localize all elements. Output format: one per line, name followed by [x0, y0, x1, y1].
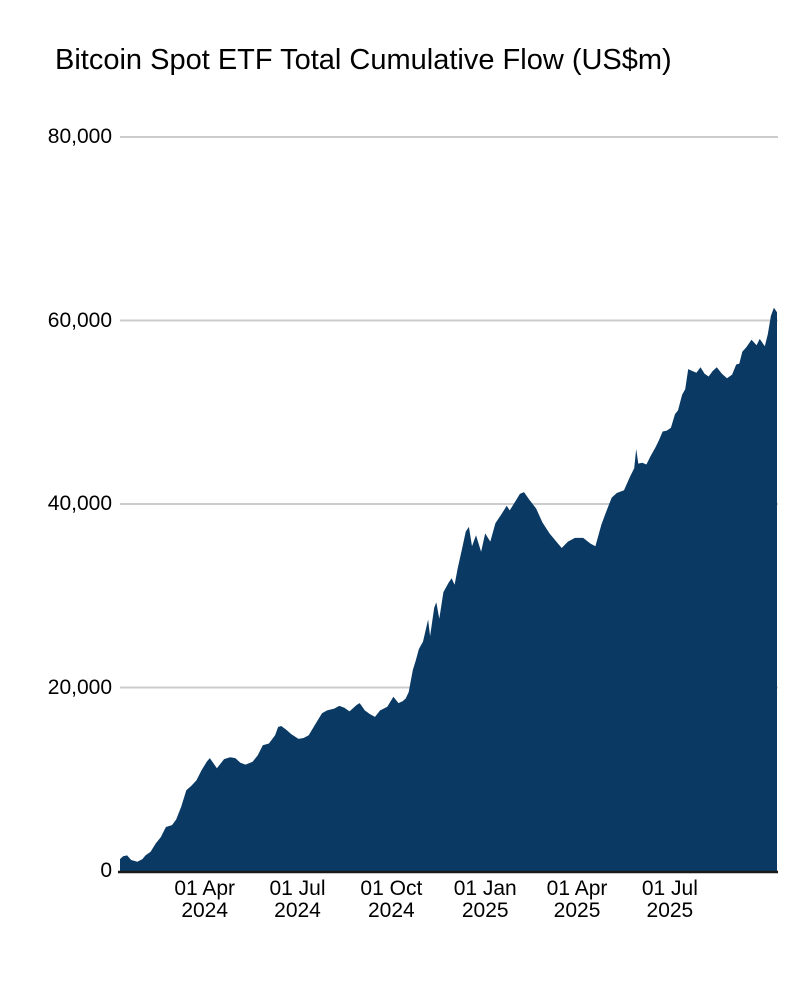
x-tick-label-line2: 2025: [553, 899, 601, 922]
x-tick-label: 01 Apr 2024: [135, 878, 275, 922]
x-tick-label-line1: 01 Jul: [269, 877, 326, 900]
cumulative-flow-area-series: [120, 307, 777, 871]
x-tick-label: 01 Jan 2025: [415, 878, 555, 922]
chart-title: Bitcoin Spot ETF Total Cumulative Flow (…: [55, 44, 672, 76]
y-tick-label: 0: [100, 859, 112, 882]
y-tick-label: 60,000: [47, 308, 112, 332]
x-tick-label-line1: 01 Jul: [641, 877, 698, 900]
x-tick-label: 01 Jul 2024: [228, 878, 368, 922]
x-tick-label-line1: 01 Oct: [360, 877, 423, 900]
x-tick-label-line1: 01 Apr: [174, 877, 236, 900]
x-tick-label: 01 Oct 2024: [321, 878, 461, 922]
x-tick-label: 01 Jul 2025: [600, 878, 740, 922]
y-tick-label: 80,000: [47, 125, 112, 148]
x-tick-label-line2: 2024: [181, 899, 229, 922]
y-tick-label: 20,000: [47, 675, 112, 699]
x-tick-label-line2: 2024: [368, 899, 415, 922]
x-tick-label-line2: 2025: [461, 899, 509, 922]
x-tick-label: 01 Apr 2025: [507, 878, 647, 922]
y-tick-label: 40,000: [47, 492, 112, 515]
x-tick-label-line2: 2025: [646, 899, 694, 922]
x-tick-label-line2: 2024: [274, 899, 321, 922]
x-tick-label-line1: 01 Apr: [546, 877, 608, 900]
x-tick-label-line1: 01 Jan: [453, 877, 517, 900]
